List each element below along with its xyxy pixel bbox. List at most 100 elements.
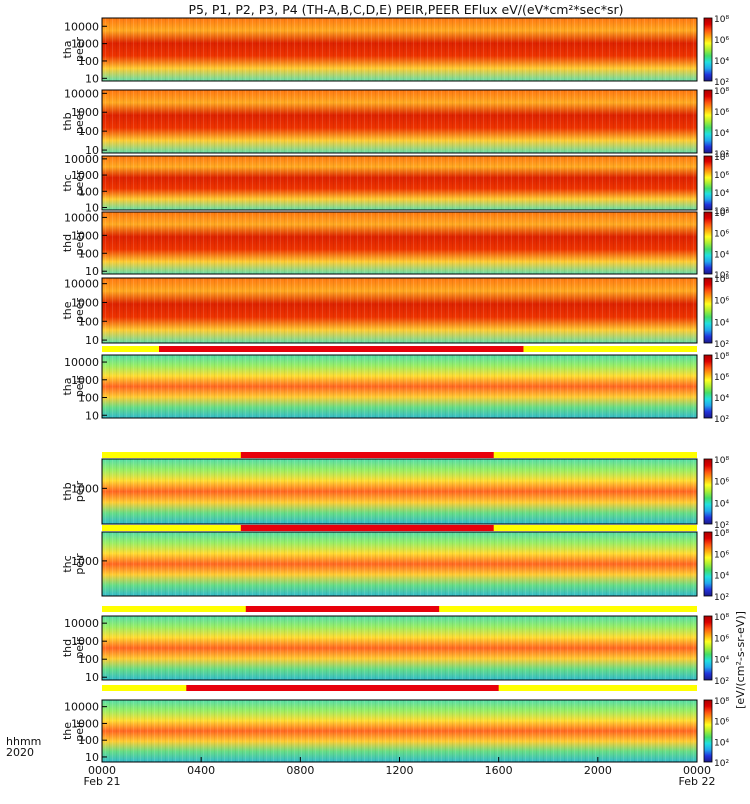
coverage-bar — [240, 525, 494, 531]
spectrogram-texture — [102, 532, 697, 596]
panel-thc-peer: 10 100 1000 10000 thc peer 10² 10⁴ 10⁶ 10⁸ — [61, 153, 729, 217]
panel-label-probe: the — [61, 301, 74, 319]
spectrogram-texture — [102, 700, 697, 762]
colorbar-tick-label: 10⁴ — [714, 499, 729, 509]
colorbar-tick-label: 10² — [714, 271, 729, 281]
colorbar-tick-label: 10⁴ — [714, 738, 729, 748]
colorbar-tick-label: 10² — [714, 78, 729, 88]
panel-label-probe: thb — [61, 112, 74, 130]
colorbar-tick-label: 10⁶ — [714, 718, 729, 728]
y-tick-label: 10 — [85, 334, 99, 347]
colorbar — [703, 531, 713, 597]
colorbar — [703, 155, 713, 211]
panel-label-probe: thd — [61, 639, 74, 657]
y-tick-label: 1000 — [71, 482, 99, 495]
y-tick-label: 10 — [85, 751, 99, 764]
panel-frame — [101, 354, 698, 419]
colorbar-tick-label: 10⁶ — [714, 478, 729, 488]
time-axis-label-year: 2020 — [6, 746, 34, 759]
x-tick-label: 0000 — [88, 764, 116, 777]
coverage-bar — [240, 452, 494, 458]
y-tick-label: 10 — [85, 671, 99, 684]
coverage-bar — [245, 606, 440, 612]
panel-frame — [101, 531, 698, 597]
colorbar — [703, 89, 713, 154]
coverage-bar — [186, 685, 499, 691]
y-tick-label: 100 — [78, 247, 99, 260]
panel-label-probe: thd — [61, 234, 74, 252]
colorbar — [703, 17, 713, 82]
colorbar-tick-label: 10⁸ — [714, 15, 729, 25]
y-tick-label: 1000 — [71, 296, 99, 309]
y-tick-label: 1000 — [71, 555, 99, 568]
colorbar-tick-label: 10⁶ — [714, 230, 729, 240]
y-tick-label: 1000 — [71, 229, 99, 242]
y-tick-label: 100 — [78, 392, 99, 405]
colorbar-tick-label: 10⁴ — [714, 318, 729, 328]
y-tick-label: 10 — [85, 265, 99, 278]
spectrogram-texture — [102, 212, 697, 274]
panel-label-species: peer — [73, 37, 86, 63]
panel-label-species: peir — [73, 375, 86, 397]
colorbar — [703, 615, 713, 681]
panel-frame — [101, 615, 698, 681]
colorbar-tick-label: 10⁶ — [714, 634, 729, 644]
y-tick-label: 10000 — [64, 153, 99, 166]
y-tick-label: 10000 — [64, 356, 99, 369]
x-tick-label: 0000 — [683, 764, 711, 777]
colorbar-tick-label: 10⁸ — [714, 352, 729, 362]
colorbar-tick-label: 10² — [714, 207, 729, 217]
y-tick-label: 10000 — [64, 701, 99, 714]
panels: 10 100 1000 10000 tha peer 10² 10⁴ 10⁶ 10⁸ 10 100 10… — [61, 15, 729, 769]
panel-label-species: peir — [73, 553, 86, 575]
spectrogram-texture — [102, 278, 697, 343]
x-tick-label: 1200 — [386, 764, 414, 777]
panel-label-species: peir — [73, 480, 86, 502]
y-tick-label: 100 — [78, 185, 99, 198]
panel-label-probe: thc — [61, 555, 74, 572]
panel-label-probe: tha — [61, 377, 74, 395]
y-tick-label: 1000 — [71, 38, 99, 51]
y-tick-label: 10 — [85, 409, 99, 422]
y-tick-label: 10000 — [64, 87, 99, 100]
colorbar-tick-label: 10² — [714, 415, 729, 425]
colorbar-tick-label: 10⁴ — [714, 129, 729, 139]
x-date-label: Feb 21 — [84, 775, 121, 788]
spectrogram-texture — [102, 156, 697, 210]
colorbar-tick-label: 10⁶ — [714, 373, 729, 383]
panel-label-species: peir — [73, 720, 86, 742]
spectrogram-texture — [102, 90, 697, 153]
panel-frame — [101, 89, 698, 154]
y-tick-label: 10 — [85, 201, 99, 214]
colorbar-tick-label: 10⁸ — [714, 697, 729, 707]
panel-tha-peer: 10 100 1000 10000 tha peer 10² 10⁴ 10⁶ 10⁸ — [61, 15, 729, 88]
spectrogram-texture — [102, 616, 697, 680]
colorbar-tick-label: 10⁸ — [714, 87, 729, 97]
y-tick-label: 100 — [78, 653, 99, 666]
panel-frame — [101, 155, 698, 211]
colorbar — [703, 277, 713, 344]
panel-label-species: peer — [73, 298, 86, 324]
y-tick-label: 100 — [78, 315, 99, 328]
panel-the-peer: 10 100 1000 10000 the peer 10² 10⁴ 10⁶ 10⁸ — [61, 275, 729, 350]
colorbar — [703, 458, 713, 525]
y-tick-label: 1000 — [71, 635, 99, 648]
x-tick-label: 2000 — [584, 764, 612, 777]
panel-label-species: peer — [73, 170, 86, 196]
spectrogram-texture — [102, 18, 697, 81]
x-tick-label: 1600 — [485, 764, 513, 777]
panel-label-probe: thc — [61, 174, 74, 191]
panel-thd-peir: 10 100 1000 10000 thd peir 10² 10⁴ 10⁶ 10⁸ — [61, 606, 729, 687]
colorbar-tick-label: 10⁴ — [714, 250, 729, 260]
colorbar-tick-label: 10⁶ — [714, 550, 729, 560]
spectrogram-texture — [102, 355, 697, 418]
y-tick-label: 100 — [78, 55, 99, 68]
panel-label-species: peer — [73, 109, 86, 135]
colorbar-tick-label: 10⁸ — [714, 529, 729, 539]
colorbar-tick-label: 10² — [714, 150, 729, 160]
panel-label-species: peer — [73, 230, 86, 256]
colorbar-tick-label: 10⁸ — [714, 456, 729, 466]
